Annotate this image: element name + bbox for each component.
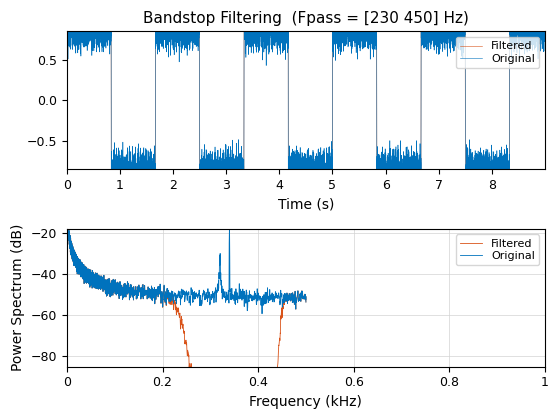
Title: Bandstop Filtering  (Fpass = [230 450] Hz): Bandstop Filtering (Fpass = [230 450] Hz…: [143, 11, 469, 26]
Line: Original: Original: [67, 192, 306, 314]
Original: [192, 296, 199, 301]
Filtered: [534, 24, 540, 29]
Filtered: [170, 307, 177, 312]
Original: [91, 17, 97, 22]
Filtered: [356, 26, 363, 32]
Original: [170, 301, 177, 306]
Original: [302, 299, 309, 304]
X-axis label: Time (s): Time (s): [278, 197, 334, 212]
Original: [192, 17, 198, 22]
Filtered: [91, 24, 97, 29]
Original: [259, 311, 265, 316]
Line: Filtered: Filtered: [67, 192, 306, 420]
Original: [108, 179, 115, 184]
Original: [441, 17, 447, 22]
Filtered: [542, 33, 548, 38]
Legend: Filtered, Original: Filtered, Original: [455, 234, 539, 265]
Line: Filtered: Filtered: [67, 2, 545, 199]
Filtered: [63, 17, 70, 22]
Original: [63, 17, 70, 22]
Filtered: [171, 300, 178, 305]
X-axis label: Frequency (kHz): Frequency (kHz): [250, 395, 362, 409]
Original: [64, 189, 71, 194]
Legend: Filtered, Original: Filtered, Original: [455, 37, 539, 68]
Original: [542, 33, 548, 38]
Line: Original: Original: [67, 19, 545, 181]
Original: [356, 44, 363, 49]
Y-axis label: Power Spectrum (dB): Power Spectrum (dB): [11, 224, 25, 371]
Filtered: [363, 28, 370, 33]
Filtered: [192, 24, 198, 29]
Filtered: [192, 395, 199, 400]
Original: [270, 297, 277, 302]
Original: [109, 278, 116, 283]
Original: [113, 292, 120, 297]
Filtered: [63, 201, 70, 206]
Original: [534, 17, 540, 22]
Original: [63, 201, 70, 206]
Filtered: [441, 26, 447, 32]
Filtered: [109, 278, 116, 283]
Filtered: [113, 292, 120, 297]
Filtered: [285, 197, 292, 202]
Original: [363, 30, 370, 35]
Filtered: [462, 0, 469, 5]
Filtered: [302, 299, 309, 304]
Filtered: [64, 189, 71, 194]
Original: [171, 293, 178, 298]
